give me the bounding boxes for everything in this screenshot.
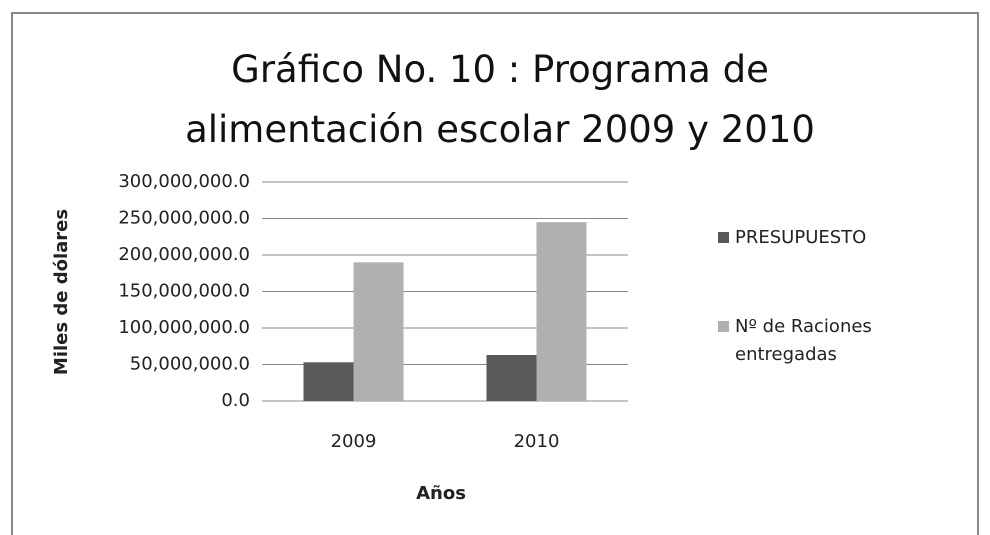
y-tick-label: 200,000,000.0 (118, 244, 250, 265)
bar (353, 262, 404, 401)
bar (486, 355, 537, 401)
bar (536, 222, 587, 401)
legend-label: PRESUPUESTO (735, 227, 867, 248)
x-tick-label: 2010 (514, 431, 560, 452)
y-tick-label: 100,000,000.0 (118, 317, 250, 338)
bar (303, 362, 354, 401)
legend-swatch (718, 321, 729, 332)
chart-title: Gráfico No. 10 : Programa de alimentació… (185, 48, 815, 151)
legend-swatch (718, 232, 729, 243)
y-axis-label: Miles de dólares (51, 209, 72, 375)
y-tick-label: 150,000,000.0 (118, 281, 250, 302)
y-tick-label: 250,000,000.0 (118, 208, 250, 229)
chart-frame (11, 12, 979, 535)
x-axis-label: Años (416, 483, 466, 504)
y-tick-label: 300,000,000.0 (118, 171, 250, 192)
y-tick-label: 50,000,000.0 (130, 354, 250, 375)
x-tick-label: 2009 (331, 431, 377, 452)
legend-label: Nº de Raciones entregadas (735, 316, 872, 365)
y-tick-label: 0.0 (221, 390, 250, 411)
